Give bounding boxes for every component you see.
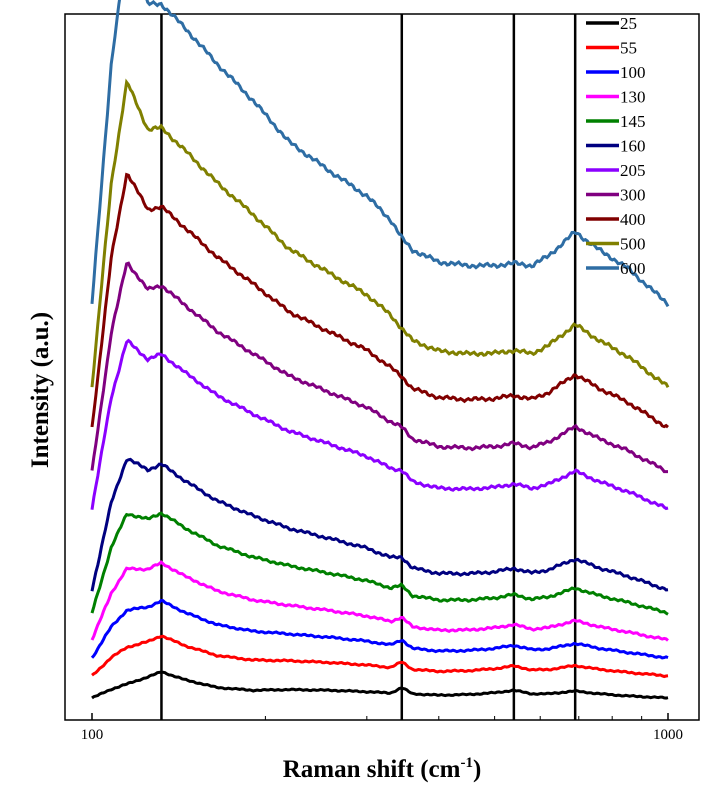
series-line-100 [90, 598, 669, 660]
series-line-205 [90, 338, 669, 511]
legend-label: 100 [620, 63, 646, 82]
legend-label: 160 [620, 137, 646, 156]
x-axis-ticks: 100 1000 [81, 713, 683, 743]
series-line-145 [90, 511, 669, 616]
series-line-300 [90, 261, 668, 474]
plot-frame [64, 13, 700, 721]
x-axis-label-superscript: -1 [460, 755, 473, 771]
series-line-160 [90, 457, 669, 592]
legend-label: 300 [620, 186, 646, 205]
legend-label: 205 [620, 161, 646, 180]
legend-label: 400 [620, 210, 646, 229]
legend-label: 145 [620, 112, 646, 131]
legend-label: 500 [620, 235, 646, 254]
series-line-600 [90, 0, 670, 308]
series-line-25 [91, 670, 669, 700]
legend-label: 130 [620, 88, 646, 107]
y-axis-label: Intensity (a.u.) [27, 312, 54, 468]
x-axis-label-main: Raman shift (cm [283, 756, 461, 783]
legend: 25 55 100 130 145 160 205 300 400 500 600 [586, 14, 646, 278]
series-line-55 [91, 634, 669, 679]
legend-label: 55 [620, 39, 637, 58]
series-group [90, 0, 670, 700]
x-tick-label: 1000 [653, 727, 683, 743]
x-axis-label: Raman shift (cm-1) [283, 755, 482, 783]
series-line-400 [90, 172, 669, 429]
series-line-130 [90, 560, 669, 642]
series-line-500 [90, 78, 670, 388]
legend-label: 600 [620, 259, 646, 278]
x-axis-label-suffix: ) [473, 756, 481, 783]
legend-label: 25 [620, 14, 637, 33]
reference-lines [160, 14, 577, 720]
x-tick-label: 100 [81, 727, 104, 743]
